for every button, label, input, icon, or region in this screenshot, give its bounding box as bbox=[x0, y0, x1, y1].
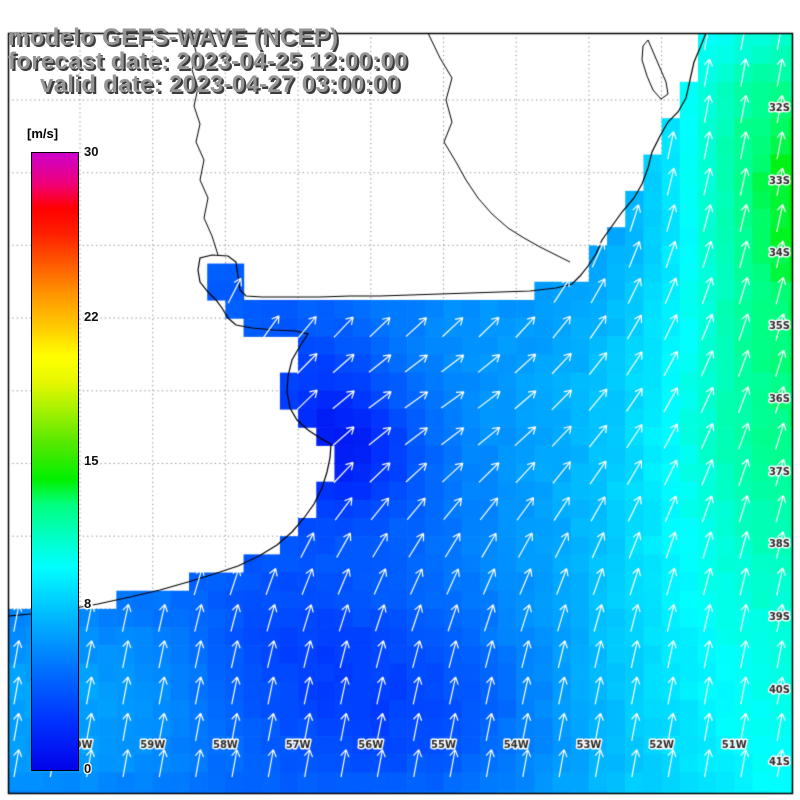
colorbar-gradient-bar bbox=[31, 152, 79, 771]
colorbar-tick-label: 22 bbox=[84, 308, 99, 324]
valid-date-label: valid date: 2023-04-27 03:00:00 bbox=[40, 71, 401, 98]
colorbar-tick-label: 15 bbox=[84, 452, 99, 468]
forecast-date-label: forecast date: 2023-04-25 12:00:00 bbox=[8, 47, 408, 75]
colorbar-tick-label: 8 bbox=[84, 596, 92, 612]
model-title: modelo GEFS-WAVE (NCEP) bbox=[8, 24, 339, 51]
title-block: modelo GEFS-WAVE (NCEP) forecast date: 2… bbox=[8, 26, 408, 97]
colorbar-tick-label: 0 bbox=[84, 761, 92, 776]
colorbar-tick-label: 30 bbox=[84, 144, 99, 159]
colorbar-unit-label: [m/s] bbox=[27, 126, 59, 141]
